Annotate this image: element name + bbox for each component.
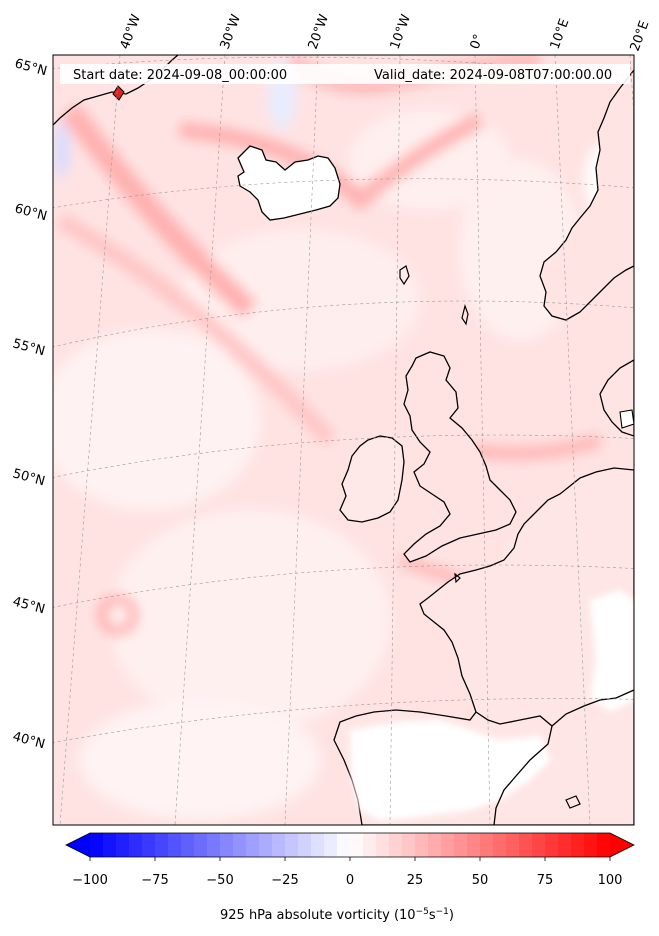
colorbar-cell	[428, 833, 442, 857]
colorbar-cell	[142, 833, 156, 857]
header-band	[60, 64, 630, 84]
longitude-labels: 40°W 30°W 20°W 10°W 0° 10°E 20°E	[118, 12, 653, 53]
colorbar-cell	[545, 833, 559, 857]
lat-label-45n: 45°N	[11, 594, 47, 617]
colorbar-cell	[285, 833, 299, 857]
colorbar-extend-max	[610, 833, 634, 857]
vorticity-field-shading	[53, 55, 634, 820]
colorbar-cell	[220, 833, 234, 857]
colorbar-cell	[597, 833, 611, 857]
colorbar-cell	[168, 833, 182, 857]
colorbar-tick-label: 25	[407, 873, 424, 888]
colorbar-cell	[363, 833, 377, 857]
lon-label-20w: 20°W	[306, 12, 332, 51]
lat-label-50n: 50°N	[11, 466, 47, 489]
colorbar: −100 −75 −50 −25 0 25 50 75 100 925 hPa absolute…	[65, 832, 635, 923]
lon-label-10w: 10°W	[388, 12, 414, 51]
colorbar-tick-label: 0	[346, 873, 354, 888]
iceland-land	[237, 145, 341, 221]
colorbar-cell	[272, 833, 286, 857]
lon-label-0: 0°	[468, 32, 487, 51]
colorbar-cell	[493, 833, 507, 857]
lon-label-40w: 40°W	[118, 12, 144, 51]
colorbar-tick-label: 75	[537, 873, 554, 888]
colorbar-label: 925 hPa absolute vorticity (10−5s−1)	[220, 907, 454, 923]
colorbar-cell	[584, 833, 598, 857]
colorbar-cell	[194, 833, 208, 857]
iberia-white-region	[350, 720, 550, 820]
valid-date-label: Valid_date: 2024-09-08T07:00:00.00	[374, 68, 612, 83]
colorbar-cell	[259, 833, 273, 857]
colorbar-tick-label: −75	[141, 873, 168, 888]
south-france-coast	[551, 689, 634, 727]
colorbar-cell	[116, 833, 130, 857]
colorbar-cell	[454, 833, 468, 857]
colorbar-cell	[532, 833, 546, 857]
iberia-coast	[475, 711, 553, 825]
ireland-land	[339, 435, 405, 523]
colorbar-cell	[376, 833, 390, 857]
lat-label-40n: 40°N	[11, 729, 47, 752]
norway-land	[539, 68, 634, 321]
colorbar-cell	[337, 833, 351, 857]
colorbar-cell	[389, 833, 403, 857]
colorbar-cell	[324, 833, 338, 857]
colorbar-ticks: −100 −75 −50 −25 0 25 50 75 100	[72, 857, 622, 888]
colorbar-tick-label: −50	[206, 873, 233, 888]
colorbar-tick-label: 50	[472, 873, 489, 888]
colorbar-cell	[90, 833, 104, 857]
colorbar-cell	[129, 833, 143, 857]
colorbar-cell	[311, 833, 325, 857]
colorbar-cell	[298, 833, 312, 857]
colorbar-tick-label: −100	[72, 873, 108, 888]
balearic-island	[565, 795, 581, 809]
lat-label-60n: 60°N	[13, 201, 49, 224]
denmark-island	[619, 409, 634, 429]
colorbar-cell	[233, 833, 247, 857]
colorbar-cell	[467, 833, 481, 857]
colorbar-cells	[66, 833, 634, 857]
shetland-coast	[461, 303, 469, 326]
colorbar-cell	[103, 833, 117, 857]
colorbar-cell	[480, 833, 494, 857]
colorbar-cell	[207, 833, 221, 857]
colorbar-cell	[558, 833, 572, 857]
colorbar-cell	[519, 833, 533, 857]
colorbar-cell	[506, 833, 520, 857]
colorbar-tick-label: −25	[271, 873, 298, 888]
colorbar-cell	[415, 833, 429, 857]
colorbar-cell	[155, 833, 169, 857]
colorbar-tick-label: 100	[598, 873, 623, 888]
graticule	[53, 55, 634, 825]
colorbar-cell	[571, 833, 585, 857]
latitude-labels: 65°N 60°N 55°N 50°N 45°N 40°N	[11, 56, 49, 752]
colorbar-cell	[181, 833, 195, 857]
colorbar-cell	[402, 833, 416, 857]
lon-label-20e: 20°E	[628, 19, 653, 54]
map-panel: Start date: 2024-09-08_00:00:00 Valid_da…	[53, 55, 634, 825]
lat-label-55n: 55°N	[11, 336, 47, 359]
colorbar-extend-min	[66, 833, 90, 857]
map-frame	[52, 54, 635, 826]
faroe-coast	[399, 265, 410, 286]
colorbar-cell	[441, 833, 455, 857]
lon-label-10e: 10°E	[548, 17, 573, 52]
start-date-label: Start date: 2024-09-08_00:00:00	[73, 68, 287, 83]
alps-white-region	[590, 590, 634, 712]
lon-label-30w: 30°W	[218, 12, 244, 51]
channel-island	[454, 572, 461, 584]
greenland-red-feature	[112, 85, 125, 101]
great-britain-land	[403, 351, 517, 563]
lat-label-65n: 65°N	[13, 56, 49, 79]
colorbar-cell	[350, 833, 364, 857]
colorbar-cell	[246, 833, 260, 857]
